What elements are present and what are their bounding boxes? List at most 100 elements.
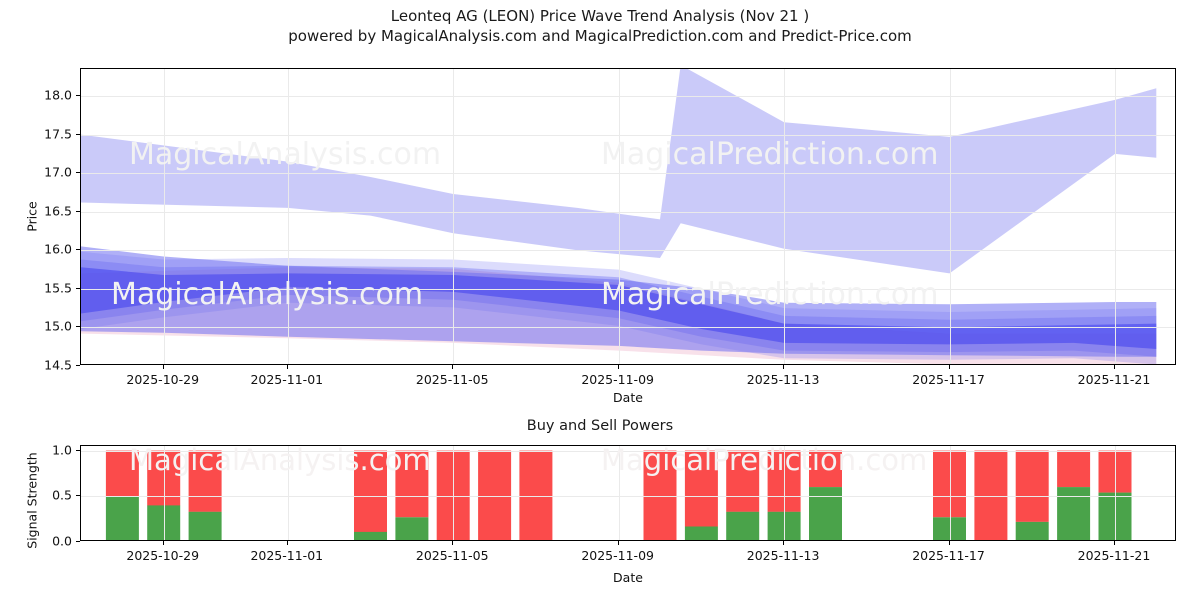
price-y-tick-label: 17.5 (44, 126, 72, 142)
sell-power-bar (1057, 450, 1091, 488)
buy-power-bar (809, 487, 842, 540)
buy-power-bar (188, 511, 222, 540)
price-x-tick-mark (452, 365, 454, 369)
price-x-tick-mark (286, 365, 288, 369)
price-wave-bands (81, 69, 1157, 364)
gridline-horizontal (81, 327, 1175, 329)
gridline-vertical (1114, 69, 1116, 364)
buy-sell-x-tick-label: 2025-11-09 (581, 548, 654, 563)
buy-sell-y-tick-label: 1.0 (52, 442, 72, 458)
buy-power-bar (105, 496, 139, 540)
buy-power-bar (1057, 487, 1091, 540)
buy-sell-title: Buy and Sell Powers (526, 418, 674, 434)
buy-sell-x-tick-label: 2025-11-21 (1077, 548, 1151, 563)
sell-power-bar (188, 450, 222, 512)
price-x-tick-label: 2025-11-13 (746, 372, 820, 387)
price-y-tick-mark (76, 365, 80, 366)
gridline-horizontal (81, 450, 1175, 452)
buy-sell-y-tick-label: 0.0 (52, 533, 72, 549)
price-chart-panel: MagicalAnalysis.com MagicalPrediction.co… (80, 68, 1176, 365)
buy-power-bar (726, 511, 760, 540)
gridline-vertical (949, 446, 951, 540)
gridline-vertical (287, 69, 289, 364)
buy-sell-x-tick-label: 2025-11-01 (250, 548, 324, 563)
price-x-tick-label: 2025-11-09 (581, 372, 654, 387)
price-x-tick-label: 2025-11-01 (250, 372, 324, 387)
sell-power-bar (395, 450, 429, 518)
price-x-tick-label: 2025-11-21 (1077, 372, 1151, 387)
gridline-horizontal (81, 96, 1175, 97)
price-y-tick-mark (76, 133, 80, 135)
price-y-tick-mark (76, 210, 80, 212)
price-x-tick-label: 2025-11-17 (912, 372, 985, 387)
sell-power-bar (643, 450, 677, 540)
buy-sell-x-axis-title: Date (613, 570, 643, 585)
price-x-tick-mark (162, 365, 164, 369)
sell-power-bar (478, 450, 512, 540)
buy-sell-chart-panel: MagicalAnalysis.com MagicalPrediction.co… (80, 445, 1176, 541)
gridline-vertical (618, 69, 620, 364)
sell-power-bar (105, 450, 139, 497)
price-band-core-trend-band (81, 267, 1157, 349)
price-band-upper-resistance-band (81, 69, 1157, 274)
sell-power-bar (354, 450, 387, 532)
buy-sell-y-tick-mark (76, 495, 80, 497)
sell-power-bar (436, 450, 470, 540)
gridline-horizontal (81, 288, 1175, 290)
gridline-vertical (163, 69, 165, 364)
buy-sell-y-tick-mark (76, 541, 80, 542)
sell-power-bar (684, 450, 718, 527)
price-y-tick-label: 16.0 (44, 241, 72, 257)
page-title: Leonteq AG (LEON) Price Wave Trend Analy… (390, 7, 810, 25)
gridline-vertical (163, 446, 165, 540)
buy-power-bar (395, 517, 429, 540)
buy-sell-x-tick-mark (948, 541, 950, 545)
sell-power-bar (519, 450, 553, 540)
buy-sell-x-tick-mark (286, 541, 288, 545)
gridline-horizontal (81, 173, 1175, 175)
price-y-tick-mark (76, 249, 80, 251)
gridline-horizontal (81, 211, 1175, 213)
price-x-tick-mark (617, 365, 619, 369)
sell-power-bar (974, 450, 1008, 540)
buy-sell-x-tick-label: 2025-10-29 (126, 548, 200, 563)
price-y-tick-label: 15.0 (44, 318, 72, 334)
buy-sell-x-tick-label: 2025-11-13 (746, 548, 820, 563)
buy-power-bar (684, 526, 718, 540)
buy-sell-x-tick-mark (452, 541, 454, 545)
price-x-tick-mark (948, 365, 950, 369)
price-x-tick-mark (783, 365, 785, 369)
price-x-tick-label: 2025-11-05 (415, 372, 489, 387)
buy-power-bar (354, 531, 387, 540)
buy-power-bar (147, 505, 181, 540)
sell-power-bar (933, 450, 966, 518)
price-y-tick-label: 16.5 (44, 203, 72, 219)
page-subtitle: powered by MagicalAnalysis.com and Magic… (288, 27, 912, 45)
price-y-tick-mark (76, 95, 80, 96)
price-y-tick-label: 18.0 (44, 87, 72, 103)
price-y-tick-mark (76, 287, 80, 289)
price-x-axis-title: Date (613, 390, 643, 405)
price-x-tick-mark (1113, 365, 1115, 369)
buy-sell-x-tick-label: 2025-11-05 (415, 548, 489, 563)
price-y-tick-label: 14.5 (44, 357, 72, 373)
buy-sell-x-tick-label: 2025-11-17 (912, 548, 985, 563)
gridline-vertical (1114, 446, 1116, 540)
gridline-vertical (453, 446, 455, 540)
gridline-horizontal (81, 496, 1175, 498)
buy-sell-x-tick-mark (783, 541, 785, 545)
gridline-vertical (618, 446, 620, 540)
buy-sell-y-axis-title: Signal Strength (24, 452, 40, 549)
chart-title-block: Leonteq AG (LEON) Price Wave Trend Analy… (0, 6, 1200, 46)
gridline-vertical (784, 446, 786, 540)
buy-sell-y-tick-label: 0.5 (52, 487, 72, 503)
sell-power-bar (1015, 450, 1049, 522)
gridline-horizontal (81, 134, 1175, 136)
sell-power-bar (809, 450, 842, 488)
buy-sell-x-tick-mark (1113, 541, 1115, 545)
buy-sell-x-tick-mark (162, 541, 164, 545)
buy-sell-bars (105, 450, 1132, 540)
price-y-tick-mark (76, 172, 80, 174)
buy-power-bar (933, 517, 966, 540)
gridline-vertical (784, 69, 786, 364)
